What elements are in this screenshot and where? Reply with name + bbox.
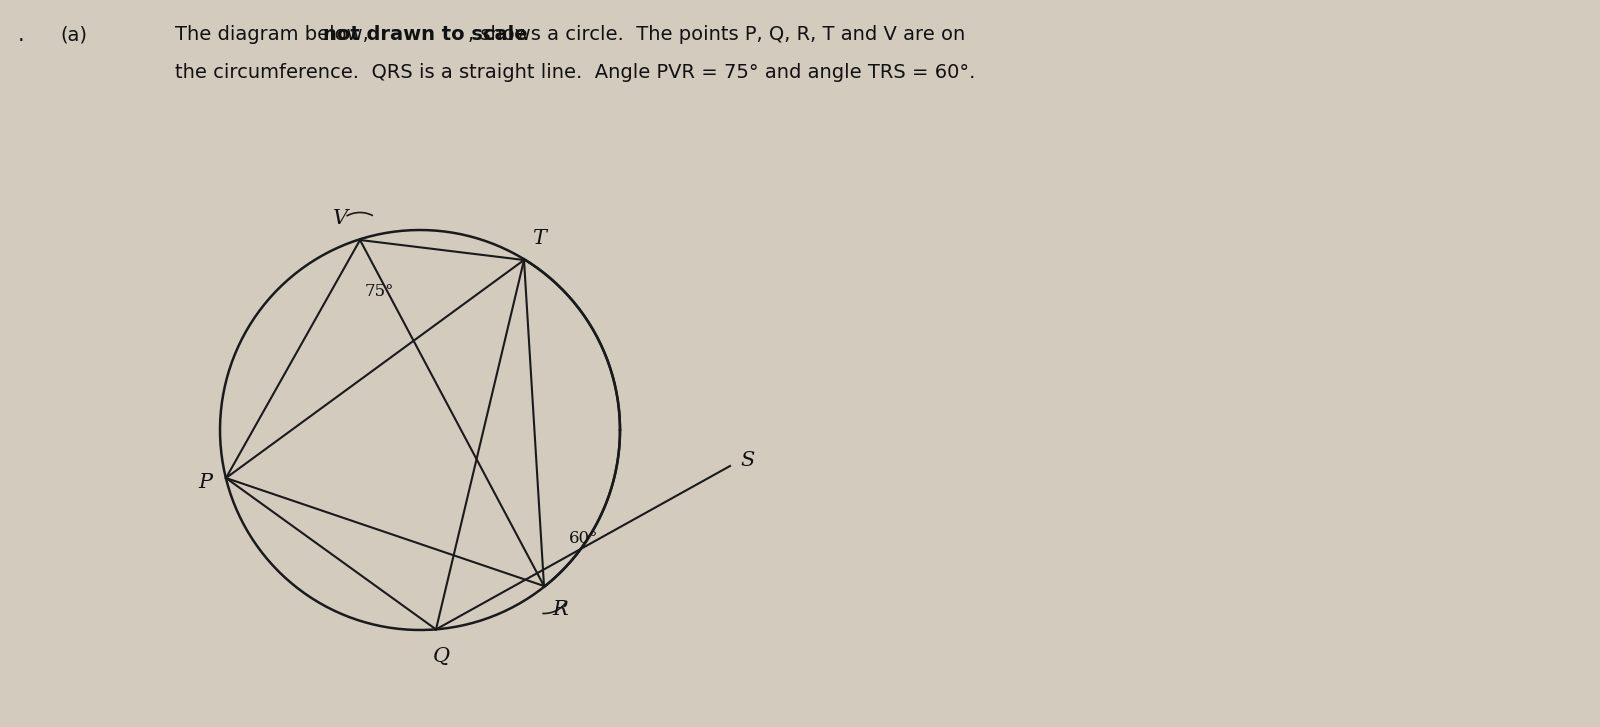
Text: T: T bbox=[531, 229, 546, 248]
Text: 75°: 75° bbox=[365, 283, 394, 300]
Text: (a): (a) bbox=[61, 25, 86, 44]
Text: The diagram below,: The diagram below, bbox=[174, 25, 374, 44]
Text: 60°: 60° bbox=[570, 530, 598, 547]
Text: V: V bbox=[333, 209, 349, 228]
Text: , shows a circle.  The points P, Q, R, T and V are on: , shows a circle. The points P, Q, R, T … bbox=[467, 25, 965, 44]
Text: P: P bbox=[198, 473, 211, 492]
Text: the circumference.  ​QRS​ is a straight line.  Angle PVR​ = 75° and angle TRS​ =: the circumference. ​QRS​ is a straight l… bbox=[174, 63, 976, 81]
Text: R: R bbox=[552, 600, 568, 619]
Text: Q: Q bbox=[432, 648, 450, 667]
Text: .: . bbox=[18, 25, 24, 45]
Text: S: S bbox=[739, 451, 754, 470]
Text: not drawn to scale: not drawn to scale bbox=[323, 25, 528, 44]
